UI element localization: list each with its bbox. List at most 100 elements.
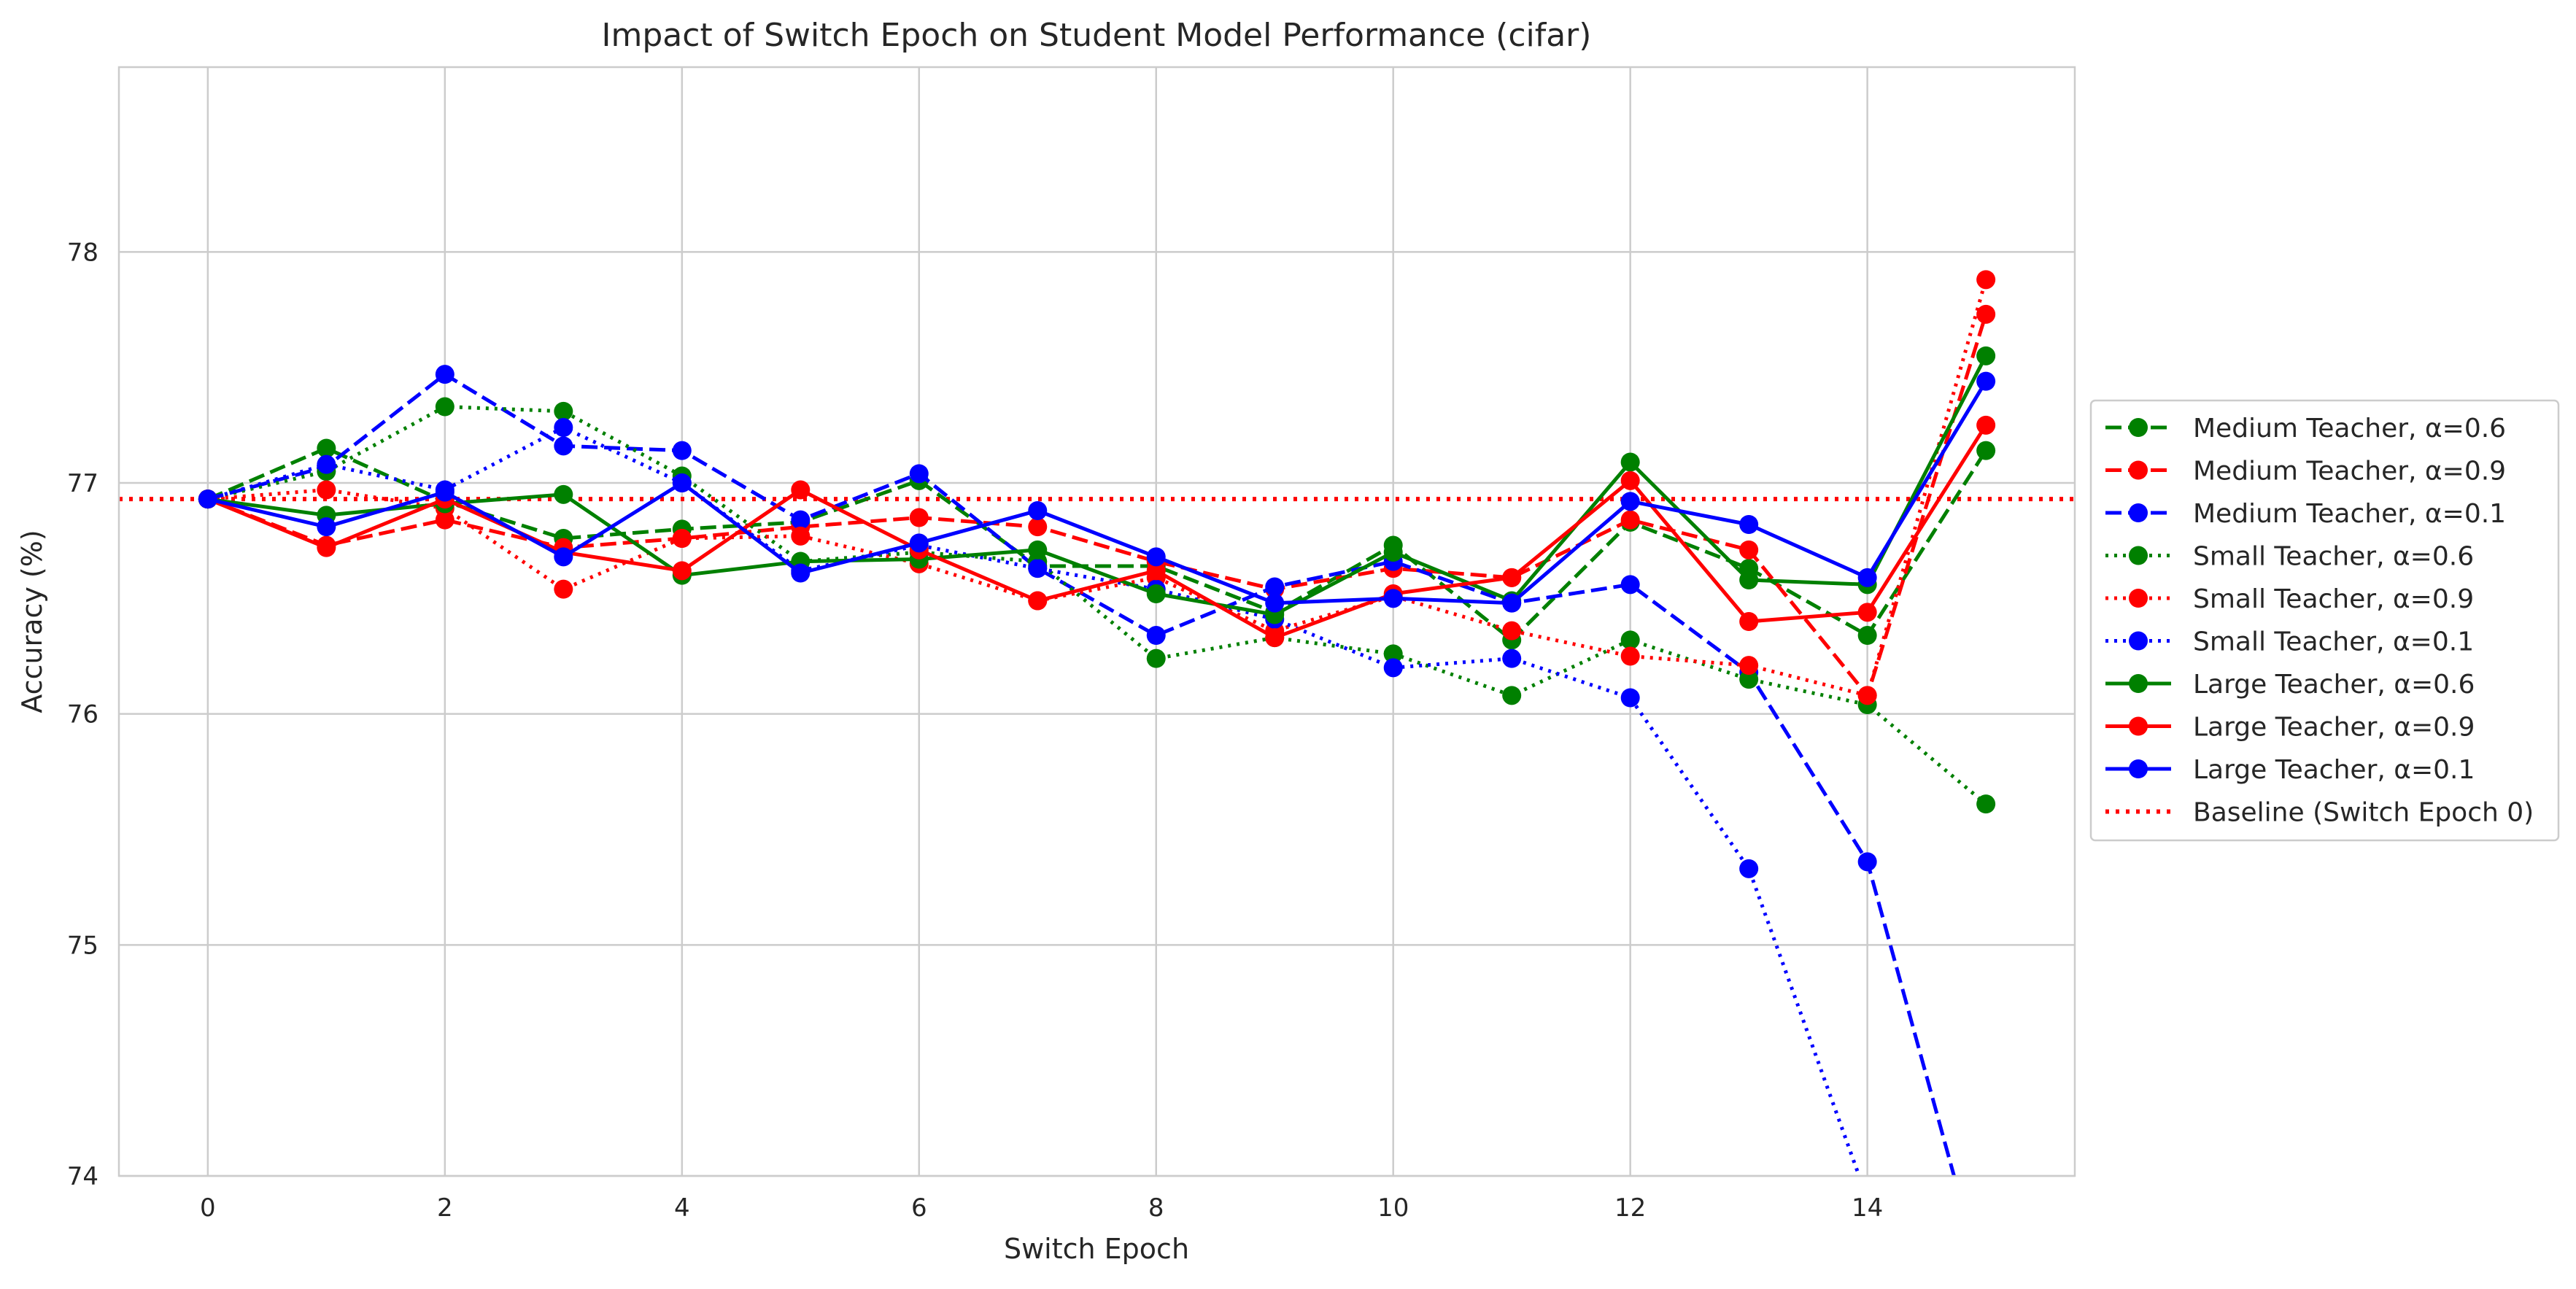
- legend-label: Medium Teacher, α=0.6: [2193, 414, 2506, 444]
- legend-label: Baseline (Switch Epoch 0): [2193, 798, 2534, 828]
- series-line: [207, 355, 1988, 616]
- y-tick-label: 78: [67, 238, 98, 267]
- data-point: [198, 489, 217, 509]
- series-line: [206, 314, 1988, 697]
- data-point: [554, 579, 573, 599]
- data-point: [1857, 568, 1877, 587]
- data-point: [1857, 626, 1877, 645]
- series-line: [207, 380, 1988, 605]
- data-point: [317, 517, 336, 537]
- data-point: [1620, 510, 1640, 530]
- data-point: [791, 563, 811, 583]
- data-point: [435, 365, 455, 384]
- data-point: [1739, 670, 1759, 689]
- data-point: [317, 480, 336, 500]
- data-point: [909, 508, 929, 527]
- legend-label: Small Teacher, α=0.9: [2193, 584, 2474, 614]
- data-point: [1383, 658, 1403, 678]
- data-point: [554, 401, 573, 421]
- data-point: [1028, 540, 1048, 560]
- legend-item: Small Teacher, α=0.6: [2105, 542, 2474, 572]
- tick-layer: 0 2 4 6 8 10 12 14 74 75 76 77 78: [67, 238, 1884, 1223]
- data-point: [1028, 501, 1048, 520]
- y-tick-label: 74: [67, 1162, 98, 1191]
- data-point: [1976, 371, 1996, 391]
- x-tick-label: 4: [674, 1193, 690, 1223]
- legend-marker: [2129, 716, 2148, 736]
- x-tick-label: 2: [437, 1193, 453, 1223]
- legend-item: Large Teacher, α=0.6: [2105, 670, 2475, 700]
- y-tick-label: 75: [67, 931, 98, 960]
- data-point: [1502, 568, 1522, 587]
- data-point: [672, 529, 692, 548]
- legend-marker: [2129, 759, 2148, 778]
- legend-label: Large Teacher, α=0.1: [2193, 755, 2475, 785]
- legend-item: Medium Teacher, α=0.9: [2105, 457, 2506, 487]
- data-point: [791, 480, 811, 500]
- legend-item: Small Teacher, α=0.9: [2105, 584, 2474, 614]
- data-point: [1739, 570, 1759, 589]
- data-point: [1383, 644, 1403, 664]
- series-line: [206, 446, 1988, 642]
- data-point: [1620, 646, 1640, 666]
- legend-marker: [2129, 460, 2148, 480]
- data-point: [1502, 593, 1522, 613]
- legend-item: Small Teacher, α=0.1: [2105, 627, 2474, 657]
- data-point: [317, 538, 336, 557]
- data-point: [1620, 688, 1640, 708]
- data-point: [554, 484, 573, 504]
- data-point: [1857, 852, 1877, 872]
- plot-frame: [117, 66, 2076, 1177]
- series-8: [198, 371, 1996, 613]
- legend-marker: [2129, 546, 2148, 565]
- data-point: [1146, 649, 1166, 668]
- legend-marker: [2129, 674, 2148, 693]
- data-point: [435, 482, 455, 502]
- legend-item: Large Teacher, α=0.9: [2105, 713, 2475, 743]
- data-point: [1620, 575, 1640, 595]
- data-point: [554, 547, 573, 567]
- x-tick-label: 8: [1148, 1193, 1164, 1223]
- legend: Medium Teacher, α=0.6 Medium Teacher, α=0…: [2089, 399, 2560, 842]
- legend-marker: [2129, 503, 2148, 522]
- x-axis-label: Switch Epoch: [1004, 1233, 1189, 1265]
- series-line: [207, 425, 1861, 1176]
- x-tick-label: 6: [911, 1193, 927, 1223]
- data-point: [1976, 346, 1996, 365]
- x-tick-label: 10: [1377, 1193, 1409, 1223]
- y-tick-label: 76: [67, 700, 98, 729]
- chart-title: Impact of Switch Epoch on Student Model …: [602, 17, 1592, 54]
- data-point: [791, 526, 811, 546]
- data-point: [1502, 649, 1522, 668]
- data-point: [791, 510, 811, 530]
- data-point: [1976, 304, 1996, 324]
- data-point: [435, 397, 455, 417]
- x-tick-label: 0: [200, 1193, 216, 1223]
- data-point: [1502, 621, 1522, 640]
- data-point: [1265, 628, 1285, 648]
- data-point: [1976, 794, 1996, 814]
- legend-label: Small Teacher, α=0.6: [2193, 542, 2474, 572]
- data-point: [1383, 589, 1403, 608]
- data-point: [1028, 591, 1048, 611]
- legend-frame: [2089, 399, 2560, 842]
- data-point: [1739, 540, 1759, 560]
- legend-label: Small Teacher, α=0.1: [2193, 627, 2474, 657]
- series-line: [207, 405, 1987, 806]
- data-point: [1146, 584, 1166, 603]
- data-point: [1857, 686, 1877, 705]
- legend-item: Large Teacher, α=0.1: [2105, 755, 2475, 785]
- legend-marker: [2129, 589, 2148, 608]
- data-point: [1502, 686, 1522, 705]
- data-point: [1265, 577, 1285, 597]
- data-point: [1739, 859, 1759, 878]
- x-tick-label: 14: [1852, 1193, 1883, 1223]
- legend-label: Medium Teacher, α=0.1: [2193, 499, 2506, 529]
- data-point: [1976, 441, 1996, 460]
- data-point: [554, 418, 573, 437]
- legend-label: Large Teacher, α=0.6: [2193, 670, 2475, 700]
- legend-item: Medium Teacher, α=0.6: [2105, 414, 2506, 444]
- data-point: [1265, 593, 1285, 613]
- data-point: [1146, 626, 1166, 645]
